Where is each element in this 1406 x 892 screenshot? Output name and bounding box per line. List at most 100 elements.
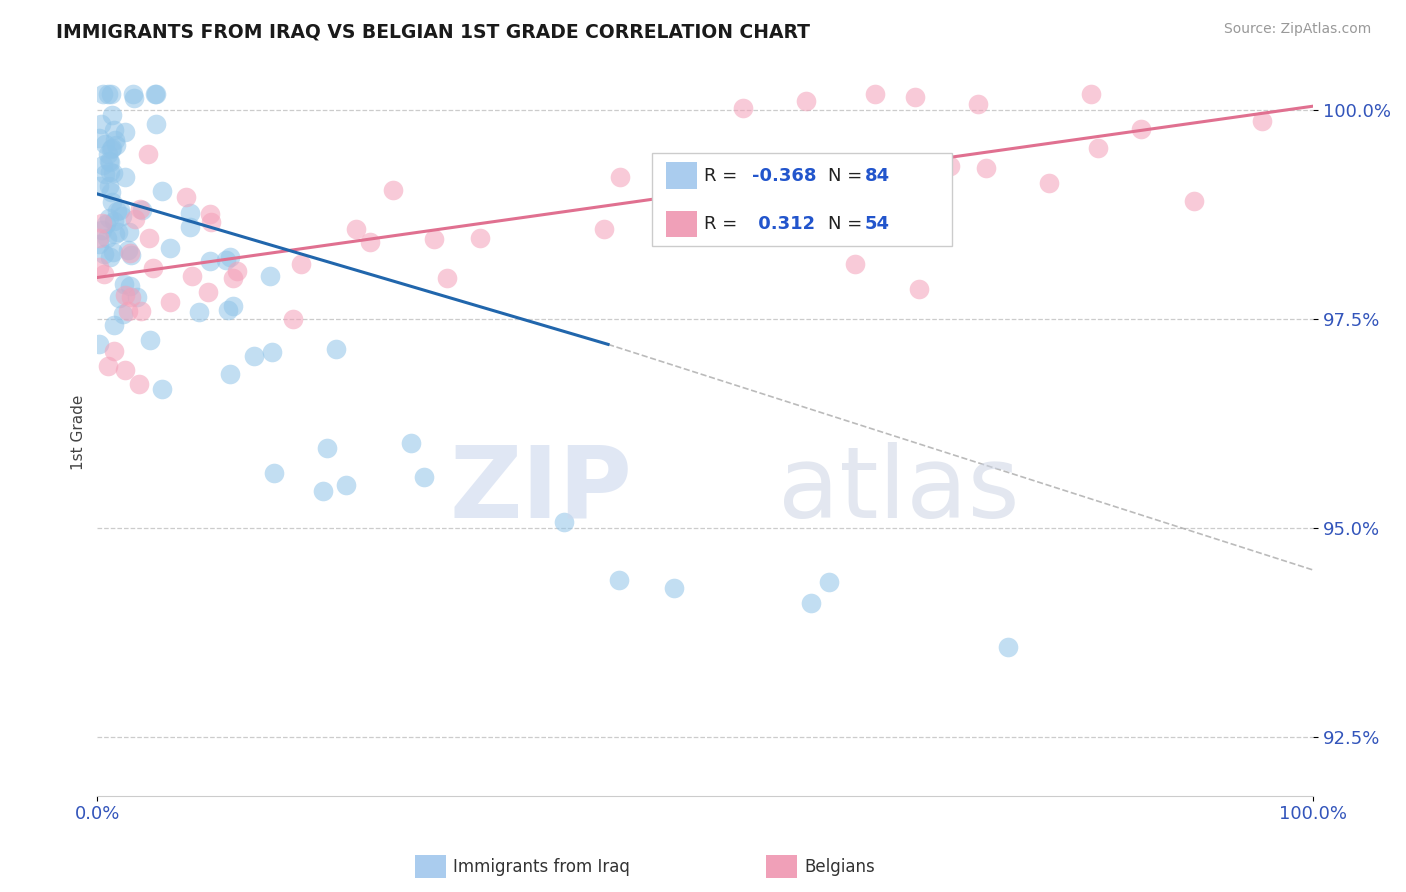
- Point: [91, 158, 114, 172]
- Point: [344, 222, 367, 236]
- Point: [187, 305, 209, 319]
- Point: [118, 245, 141, 260]
- Point: [914, 189, 936, 203]
- Text: R =: R =: [704, 167, 744, 185]
- Point: [1080, 87, 1102, 101]
- Point: [976, 161, 998, 175]
- Point: [97, 179, 120, 194]
- Point: [262, 345, 284, 359]
- Point: [609, 170, 631, 185]
- Point: [225, 264, 247, 278]
- Point: [359, 235, 381, 250]
- Point: [131, 202, 153, 217]
- Y-axis label: 1st Grade: 1st Grade: [72, 394, 86, 470]
- Point: [87, 237, 110, 252]
- Point: [150, 383, 173, 397]
- Point: [682, 168, 704, 182]
- Point: [101, 194, 124, 209]
- Point: [1087, 141, 1109, 155]
- Point: [112, 307, 135, 321]
- Point: [290, 257, 312, 271]
- Point: [103, 123, 125, 137]
- Point: [731, 101, 754, 115]
- Text: N =: N =: [828, 167, 868, 185]
- Point: [125, 290, 148, 304]
- Point: [100, 185, 122, 199]
- Point: [93, 247, 115, 261]
- Point: [145, 87, 167, 101]
- Point: [217, 302, 239, 317]
- Point: [179, 219, 201, 234]
- Text: R =: R =: [704, 215, 744, 233]
- Text: Belgians: Belgians: [804, 858, 875, 876]
- Point: [311, 484, 333, 499]
- Point: [114, 124, 136, 138]
- Point: [112, 277, 135, 291]
- Point: [120, 279, 142, 293]
- Point: [91, 87, 114, 101]
- Text: -0.368: -0.368: [752, 167, 817, 185]
- Point: [904, 90, 927, 104]
- Point: [114, 363, 136, 377]
- Point: [87, 131, 110, 145]
- Point: [103, 318, 125, 333]
- Text: IMMIGRANTS FROM IRAQ VS BELGIAN 1ST GRADE CORRELATION CHART: IMMIGRANTS FROM IRAQ VS BELGIAN 1ST GRAD…: [56, 22, 810, 41]
- Point: [818, 574, 841, 589]
- Point: [152, 184, 174, 198]
- Point: [90, 116, 112, 130]
- Point: [222, 299, 245, 313]
- Point: [159, 295, 181, 310]
- Point: [94, 167, 117, 181]
- Point: [100, 142, 122, 156]
- Point: [105, 137, 128, 152]
- Point: [939, 159, 962, 173]
- Point: [91, 223, 114, 237]
- Point: [143, 87, 166, 101]
- Point: [159, 241, 181, 255]
- Point: [1038, 176, 1060, 190]
- Point: [128, 202, 150, 216]
- Point: [122, 87, 145, 101]
- Point: [89, 336, 111, 351]
- Point: [122, 91, 145, 105]
- Point: [101, 140, 124, 154]
- Point: [93, 267, 115, 281]
- Text: Immigrants from Iraq: Immigrants from Iraq: [453, 858, 630, 876]
- Point: [607, 573, 630, 587]
- Point: [91, 216, 114, 230]
- Point: [117, 304, 139, 318]
- Point: [401, 435, 423, 450]
- Point: [120, 290, 142, 304]
- Point: [117, 225, 139, 239]
- Point: [413, 469, 436, 483]
- Point: [1182, 194, 1205, 209]
- Point: [101, 244, 124, 259]
- Point: [128, 377, 150, 392]
- Point: [180, 268, 202, 283]
- Point: [219, 368, 242, 382]
- Point: [1251, 113, 1274, 128]
- Point: [97, 153, 120, 168]
- Point: [101, 108, 124, 122]
- Point: [117, 243, 139, 257]
- Point: [664, 581, 686, 595]
- Point: [769, 168, 792, 182]
- Text: 54: 54: [865, 215, 890, 233]
- Point: [174, 190, 197, 204]
- Point: [553, 516, 575, 530]
- Point: [142, 261, 165, 276]
- Point: [997, 640, 1019, 654]
- Point: [89, 179, 111, 194]
- Text: 84: 84: [865, 167, 890, 185]
- Text: 0.312: 0.312: [752, 215, 815, 233]
- Point: [423, 231, 446, 245]
- Point: [97, 146, 120, 161]
- Point: [89, 260, 111, 275]
- Text: ZIP: ZIP: [450, 442, 633, 539]
- Point: [111, 209, 134, 223]
- Point: [104, 133, 127, 147]
- Point: [381, 183, 404, 197]
- Point: [124, 212, 146, 227]
- Point: [222, 271, 245, 285]
- Point: [800, 596, 823, 610]
